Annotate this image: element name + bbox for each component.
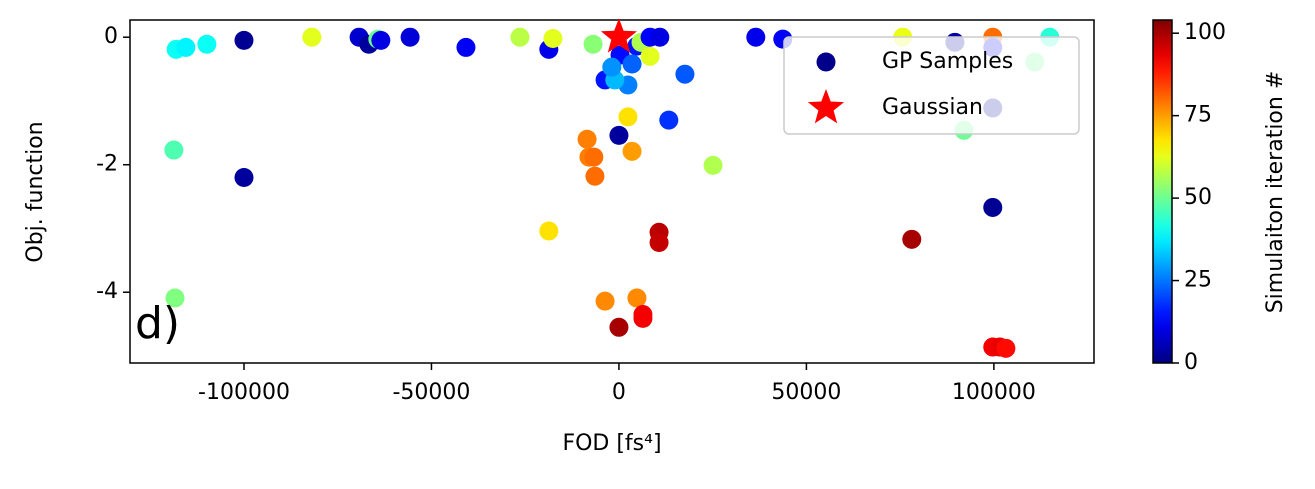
scatter-point xyxy=(456,37,476,57)
colorbar-tick-label: 25 xyxy=(1184,268,1212,293)
scatter-point xyxy=(583,34,603,54)
scatter-point xyxy=(902,229,922,249)
scatter-point xyxy=(302,27,322,47)
scatter-point xyxy=(602,57,622,77)
scatter-point xyxy=(165,288,185,308)
scatter-point xyxy=(627,288,647,308)
scatter-point xyxy=(640,46,660,66)
legend: GP Samples Gaussian xyxy=(783,36,1080,135)
colorbar-tick-label: 0 xyxy=(1184,350,1198,375)
scatter-point xyxy=(510,27,530,47)
scatter-point xyxy=(650,27,670,47)
scatter-point xyxy=(659,110,679,130)
plot-frame xyxy=(129,19,1095,364)
scatter-point xyxy=(609,317,629,337)
annotation: d) xyxy=(135,298,180,349)
scatter-point xyxy=(234,30,254,50)
x-axis-label: FOD [fs⁴] xyxy=(562,431,661,456)
x-tick-label: 100000 xyxy=(952,380,1036,405)
scatter-point xyxy=(400,27,420,47)
scatter-point xyxy=(622,54,642,74)
scatter-point xyxy=(622,141,642,161)
scatter-point xyxy=(584,147,604,167)
scatter-point xyxy=(996,338,1016,358)
scatter-point xyxy=(675,64,695,84)
scatter-point xyxy=(543,28,563,48)
scatter-point xyxy=(577,129,597,149)
x-tick-label: 50000 xyxy=(771,380,841,405)
scatter-point xyxy=(703,155,723,175)
legend-box xyxy=(783,36,1080,135)
colorbar xyxy=(1152,19,1173,364)
scatter-point xyxy=(633,308,653,328)
star-point xyxy=(600,18,637,53)
y-tick-label: -2 xyxy=(96,152,118,177)
y-axis-label: Obj. function xyxy=(23,121,48,262)
legend-label: Gaussian xyxy=(882,95,983,120)
colorbar-tick-label: 100 xyxy=(1184,20,1226,45)
scatter-point xyxy=(234,167,254,187)
scatter-point xyxy=(585,166,605,186)
y-tick-label: -4 xyxy=(96,279,118,304)
scatter-point xyxy=(539,221,559,241)
colorbar-tick-label: 50 xyxy=(1184,185,1212,210)
scatter-point xyxy=(746,27,766,47)
x-tick-label: 0 xyxy=(612,380,626,405)
scatter-point xyxy=(595,291,615,311)
legend-label: GP Samples xyxy=(882,49,1013,74)
scatter-point xyxy=(618,107,638,127)
legend-marker xyxy=(807,89,845,124)
x-tick-label: -100000 xyxy=(198,380,290,405)
colorbar-label: Simulaiton iteration # xyxy=(1263,71,1288,314)
scatter-point xyxy=(371,30,391,50)
scatter-point xyxy=(197,34,217,54)
scatter-point xyxy=(649,233,669,253)
colorbar-tick-label: 75 xyxy=(1184,103,1212,128)
scatter-point xyxy=(164,140,184,160)
y-tick-label: 0 xyxy=(104,24,118,49)
scatter-point xyxy=(983,197,1003,217)
x-tick-label: -50000 xyxy=(392,380,470,405)
scatter-point xyxy=(176,37,196,57)
scatter-point xyxy=(609,125,629,145)
legend-marker xyxy=(816,52,836,72)
